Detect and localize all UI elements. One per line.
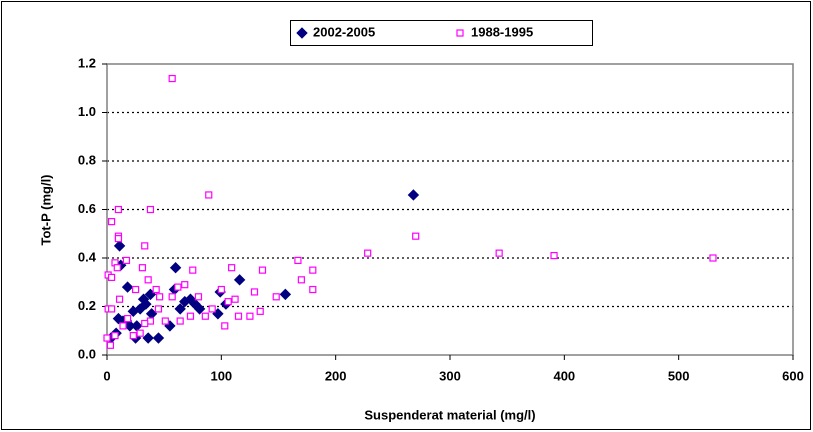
- point: [107, 273, 116, 281]
- legend-marker: [296, 27, 308, 39]
- point: [114, 235, 123, 243]
- point: [217, 285, 225, 294]
- y-tick-label: 0.6: [78, 201, 96, 216]
- point: [194, 293, 203, 301]
- point: [169, 261, 182, 274]
- point: [152, 332, 165, 344]
- point: [297, 276, 305, 284]
- point: [114, 205, 123, 214]
- point: [412, 232, 420, 240]
- point: [193, 303, 206, 315]
- y-tick-label: 0.4: [78, 249, 97, 264]
- point: [208, 305, 216, 313]
- point: [122, 256, 131, 265]
- point: [146, 205, 155, 214]
- point: [155, 293, 164, 301]
- x-axis-title: Suspenderat material (mg/l): [364, 407, 535, 422]
- point: [294, 256, 302, 265]
- x-tick-label: 0: [103, 368, 110, 383]
- point: [709, 254, 717, 262]
- point: [107, 218, 116, 226]
- point: [201, 312, 209, 320]
- point: [142, 332, 154, 344]
- point: [224, 298, 232, 306]
- point: [221, 322, 229, 330]
- point: [152, 285, 160, 294]
- point: [140, 298, 152, 310]
- point: [181, 281, 189, 289]
- y-axis-title: Tot-P (mg/l): [38, 174, 53, 245]
- point: [119, 322, 127, 330]
- point: [174, 303, 186, 315]
- point: [228, 264, 236, 272]
- point: [168, 293, 176, 301]
- point: [138, 264, 147, 272]
- point: [161, 317, 169, 325]
- x-tick-label: 600: [782, 368, 804, 383]
- x-tick-label: 300: [439, 368, 461, 383]
- x-tick-label: 100: [210, 368, 232, 383]
- point: [174, 283, 182, 291]
- point: [115, 295, 124, 303]
- point: [246, 312, 254, 320]
- x-tick-label: 200: [325, 368, 347, 383]
- legend-label: 1988-1995: [471, 24, 533, 39]
- legend: [290, 20, 593, 46]
- point: [176, 317, 184, 325]
- legend-label: 2002-2005: [313, 24, 375, 39]
- point: [309, 285, 317, 294]
- point: [141, 242, 149, 250]
- point: [258, 266, 267, 274]
- point: [141, 319, 149, 328]
- point: [136, 329, 144, 337]
- legend-marker: [456, 29, 464, 37]
- point: [113, 264, 121, 272]
- point: [205, 191, 213, 199]
- point: [233, 274, 246, 286]
- point: [309, 266, 317, 274]
- point: [189, 266, 197, 274]
- point: [106, 341, 115, 349]
- point: [123, 315, 132, 323]
- x-tick-label: 400: [553, 368, 575, 383]
- point: [272, 293, 280, 301]
- y-tick-label: 0.0: [78, 346, 96, 361]
- point: [364, 249, 372, 257]
- grid: [107, 111, 793, 308]
- y-tick-label: 0.2: [78, 298, 96, 313]
- point: [256, 307, 264, 315]
- point: [154, 305, 163, 313]
- y-tick-label: 1.0: [78, 104, 96, 119]
- point: [144, 276, 152, 284]
- point: [231, 295, 239, 303]
- y-tick-label: 0.8: [78, 152, 96, 167]
- x-tick-label: 500: [668, 368, 690, 383]
- point: [279, 288, 292, 301]
- point: [186, 312, 195, 320]
- point: [103, 334, 111, 342]
- point: [111, 332, 119, 340]
- point: [113, 240, 126, 252]
- point: [550, 251, 558, 260]
- point: [168, 74, 176, 83]
- point: [129, 332, 137, 340]
- point: [495, 249, 503, 257]
- point: [121, 281, 134, 293]
- point: [250, 288, 259, 296]
- point: [107, 305, 116, 313]
- point: [234, 312, 243, 320]
- point: [407, 189, 420, 201]
- point: [131, 285, 140, 294]
- point: [146, 317, 155, 325]
- y-tick-label: 1.2: [78, 55, 96, 70]
